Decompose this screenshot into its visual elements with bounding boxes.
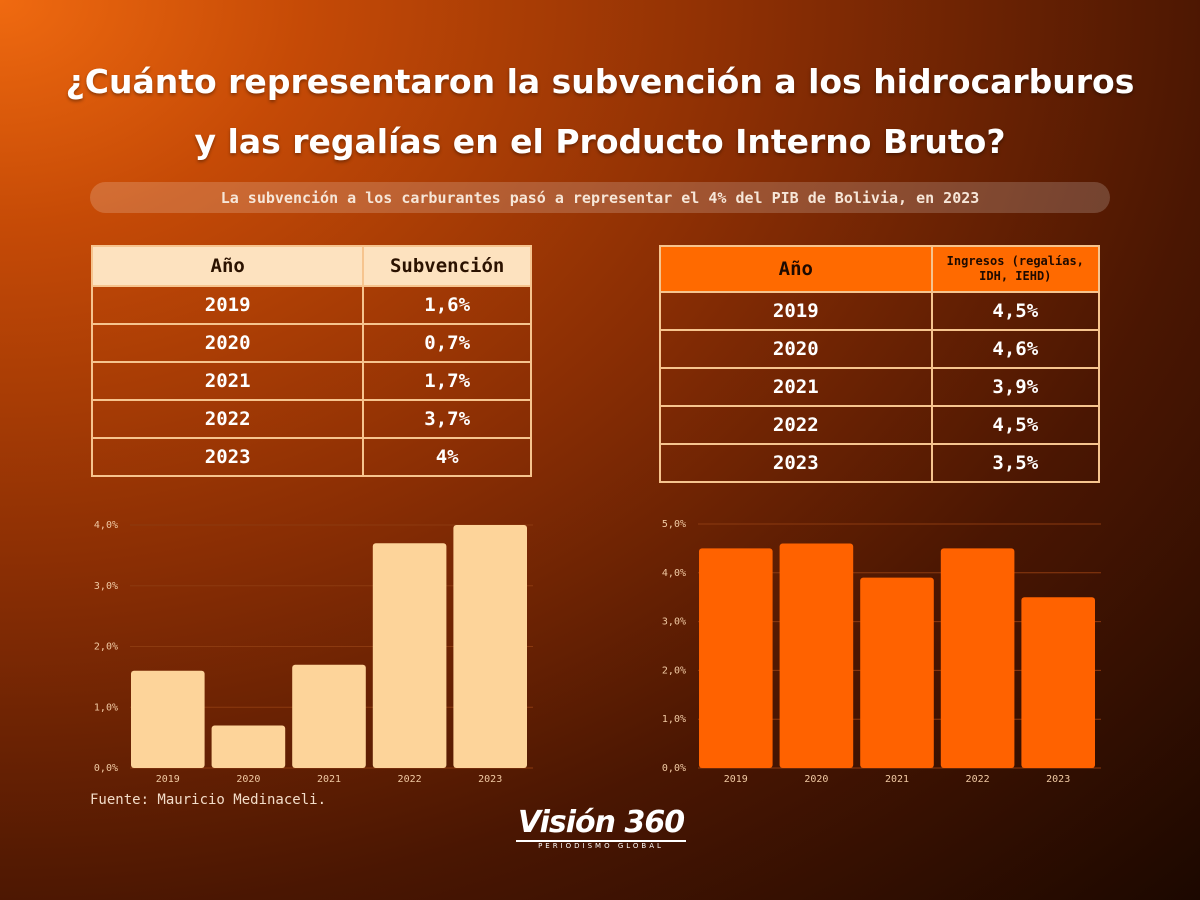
title-line-1: ¿Cuánto representaron la subvención a lo… xyxy=(65,62,1135,101)
table-header-year: Año xyxy=(90,245,365,287)
y-tick-label: 0,0% xyxy=(662,763,686,774)
table-cell-year: 2020 xyxy=(90,323,365,363)
table-row: 2022 4,5% xyxy=(659,405,1101,445)
bar-2022 xyxy=(372,543,447,768)
table-cell-value: 4,5% xyxy=(930,291,1101,331)
source-note: Fuente: Mauricio Medinaceli. xyxy=(90,792,327,808)
bar-2021 xyxy=(292,664,366,768)
table-cell-year: 2023 xyxy=(90,437,365,477)
table-cell-year: 2022 xyxy=(90,399,365,439)
y-tick-label: 3,0% xyxy=(94,581,118,592)
table-cell-year: 2021 xyxy=(659,367,933,407)
revenue-bar-chart: 0,0% 1,0% 2,0% 3,0% 4,0% 5,0% 2019 2020 2021 2022… xyxy=(662,519,1101,785)
table-cell-year: 2020 xyxy=(659,329,933,369)
bar-2023 xyxy=(1021,597,1095,768)
x-tick-label: 2021 xyxy=(317,774,341,785)
subtitle-text: La subvención a los carburantes pasó a r… xyxy=(220,188,980,207)
y-tick-label: 0,0% xyxy=(94,763,118,774)
x-tick-label: 2023 xyxy=(478,774,502,785)
table-cell-value: 0,7% xyxy=(362,323,532,363)
table-header-subsidy: Subvención xyxy=(362,245,532,287)
table-cell-value: 1,7% xyxy=(362,361,532,401)
subsidy-bar-chart: 0,0% 1,0% 2,0% 3,0% 4,0% 2019 2020 2021 2022 2023 xyxy=(94,520,533,785)
table-cell-year: 2019 xyxy=(90,285,365,325)
table-cell-year: 2022 xyxy=(659,405,933,445)
table-row: 2021 3,9% xyxy=(659,367,1101,407)
table-row: 2019 4,5% xyxy=(659,291,1101,331)
x-tick-label: 2022 xyxy=(966,774,990,785)
page-title: ¿Cuánto representaron la subvención a lo… xyxy=(0,52,1200,172)
table-header-year: Año xyxy=(659,245,933,293)
x-tick-label: 2023 xyxy=(1046,774,1070,785)
table-header-row: Año Ingresos (regalías, IDH, IEHD) xyxy=(659,245,1101,293)
y-tick-label: 3,0% xyxy=(662,617,686,628)
y-tick-label: 4,0% xyxy=(94,520,118,531)
table-cell-value: 4,6% xyxy=(930,329,1101,369)
vision360-logo: Visión 360 PERIODISMO GLOBAL xyxy=(516,806,686,852)
table-cell-year: 2021 xyxy=(90,361,365,401)
table-cell-value: 1,6% xyxy=(362,285,532,325)
title-line-2: y las regalías en el Producto Interno Br… xyxy=(194,122,1006,161)
bar-2020 xyxy=(779,543,854,768)
table-cell-value: 3,7% xyxy=(362,399,532,439)
table-row: 2021 1,7% xyxy=(90,361,532,401)
table-cell-value: 4,5% xyxy=(930,405,1101,445)
bar-2022 xyxy=(940,548,1015,768)
table-row: 2022 3,7% xyxy=(90,399,532,439)
x-tick-label: 2019 xyxy=(724,774,748,785)
table-row: 2023 4% xyxy=(90,437,532,477)
logo-tagline: PERIODISMO GLOBAL xyxy=(516,840,686,851)
bar-2021 xyxy=(860,577,934,768)
x-tick-label: 2020 xyxy=(236,774,260,785)
subsidy-table: Año Subvención 2019 1,6% 2020 0,7% 2021 1,7… xyxy=(90,245,532,477)
table-header-row: Año Subvención xyxy=(90,245,532,287)
y-tick-label: 4,0% xyxy=(662,568,686,579)
y-tick-label: 1,0% xyxy=(662,714,686,725)
table-cell-year: 2019 xyxy=(659,291,933,331)
table-cell-value: 3,5% xyxy=(930,443,1101,483)
bar-2023 xyxy=(453,525,527,768)
table-cell-value: 3,9% xyxy=(930,367,1101,407)
x-tick-label: 2021 xyxy=(885,774,909,785)
table-cell-year: 2023 xyxy=(659,443,933,483)
bar-2020 xyxy=(211,725,286,768)
y-tick-label: 5,0% xyxy=(662,519,686,530)
bar-2019 xyxy=(699,548,773,768)
table-row: 2020 0,7% xyxy=(90,323,532,363)
logo-wordmark: Visión 360 xyxy=(517,805,685,840)
table-header-revenue: Ingresos (regalías, IDH, IEHD) xyxy=(930,245,1101,293)
y-tick-label: 2,0% xyxy=(94,642,118,653)
subtitle-banner: La subvención a los carburantes pasó a r… xyxy=(90,182,1110,213)
table-row: 2023 3,5% xyxy=(659,443,1101,483)
table-cell-value: 4% xyxy=(362,437,532,477)
x-tick-label: 2019 xyxy=(156,774,180,785)
revenue-table: Año Ingresos (regalías, IDH, IEHD) 2019 4… xyxy=(659,245,1101,483)
y-tick-label: 1,0% xyxy=(94,702,118,713)
y-tick-label: 2,0% xyxy=(662,665,686,676)
table-row: 2020 4,6% xyxy=(659,329,1101,369)
x-tick-label: 2020 xyxy=(804,774,828,785)
bar-2019 xyxy=(131,670,205,768)
table-row: 2019 1,6% xyxy=(90,285,532,325)
x-tick-label: 2022 xyxy=(398,774,422,785)
